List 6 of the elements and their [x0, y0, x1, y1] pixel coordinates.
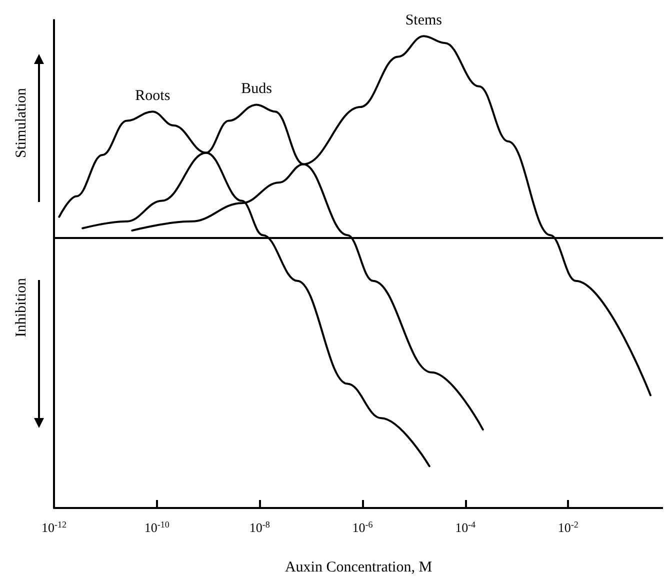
x-axis-title: Auxin Concentration, M — [284, 560, 432, 576]
series-label: Buds — [241, 81, 272, 98]
y-axis-title: Stimulation — [14, 88, 30, 158]
series-label: Stems — [405, 12, 442, 29]
text: Inhibition — [14, 278, 30, 338]
series-label: Roots — [135, 88, 170, 104]
